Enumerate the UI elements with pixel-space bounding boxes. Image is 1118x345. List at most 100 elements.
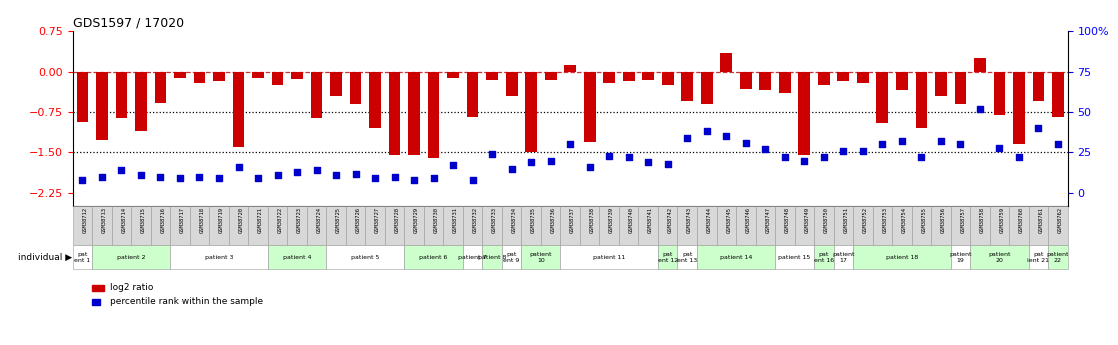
Bar: [193, 71, 206, 83]
Text: GSM38756: GSM38756: [941, 207, 946, 233]
Text: GSM38726: GSM38726: [356, 207, 361, 233]
Bar: [345, 206, 366, 245]
Point: [483, 151, 501, 157]
Bar: [795, 206, 814, 245]
Bar: [814, 245, 834, 269]
Text: GSM38724: GSM38724: [316, 207, 322, 233]
Bar: [989, 206, 1010, 245]
Bar: [970, 245, 1029, 269]
Bar: [366, 206, 385, 245]
Point: [1030, 126, 1048, 131]
Bar: [565, 65, 576, 71]
Bar: [272, 71, 283, 85]
Point: [328, 172, 345, 178]
Bar: [678, 245, 697, 269]
Bar: [92, 299, 101, 305]
Text: GSM38717: GSM38717: [180, 207, 184, 233]
Bar: [837, 71, 850, 81]
Point: [757, 147, 775, 152]
Bar: [580, 206, 599, 245]
Bar: [131, 206, 151, 245]
Bar: [818, 71, 830, 85]
Bar: [584, 71, 596, 142]
Point: [1010, 155, 1027, 160]
Point: [405, 177, 423, 183]
Bar: [834, 245, 853, 269]
Bar: [233, 71, 245, 147]
Bar: [623, 71, 635, 81]
Bar: [428, 71, 439, 158]
Point: [249, 176, 267, 181]
Point: [503, 166, 521, 171]
Text: GSM38721: GSM38721: [258, 207, 263, 233]
Text: GSM38746: GSM38746: [746, 207, 751, 233]
Point: [268, 172, 286, 178]
Point: [113, 168, 131, 173]
Text: log2 ratio: log2 ratio: [110, 283, 153, 293]
Bar: [834, 206, 853, 245]
Point: [132, 172, 150, 178]
Text: pat
ent 1: pat ent 1: [74, 252, 91, 263]
Bar: [560, 245, 659, 269]
Bar: [853, 245, 950, 269]
Point: [522, 159, 540, 165]
Text: GSM38718: GSM38718: [199, 207, 205, 233]
Bar: [638, 206, 659, 245]
Bar: [697, 206, 717, 245]
Bar: [521, 206, 541, 245]
Point: [854, 148, 872, 154]
Bar: [911, 206, 931, 245]
Bar: [326, 245, 405, 269]
Text: GSM38757: GSM38757: [960, 207, 965, 233]
Text: GSM38734: GSM38734: [512, 207, 517, 233]
Bar: [916, 71, 927, 128]
Text: GSM38758: GSM38758: [979, 207, 985, 233]
Bar: [92, 245, 170, 269]
Bar: [170, 245, 268, 269]
Bar: [892, 206, 911, 245]
Text: GSM38743: GSM38743: [688, 207, 692, 233]
Bar: [935, 71, 947, 96]
Text: patient 4: patient 4: [283, 255, 311, 260]
Text: patient 2: patient 2: [117, 255, 145, 260]
Bar: [502, 206, 521, 245]
Bar: [268, 245, 326, 269]
Point: [190, 174, 208, 179]
Bar: [740, 71, 751, 89]
Bar: [502, 245, 521, 269]
Text: patient 18: patient 18: [885, 255, 918, 260]
Bar: [214, 71, 225, 81]
Bar: [697, 245, 775, 269]
Bar: [209, 206, 229, 245]
Bar: [151, 206, 170, 245]
Bar: [291, 71, 303, 79]
Bar: [174, 71, 186, 78]
Bar: [950, 206, 970, 245]
Bar: [1049, 206, 1068, 245]
Bar: [779, 71, 790, 93]
Bar: [1010, 206, 1029, 245]
Text: GSM38744: GSM38744: [707, 207, 712, 233]
Bar: [326, 206, 345, 245]
Bar: [268, 206, 287, 245]
Bar: [717, 206, 736, 245]
Text: GSM38739: GSM38739: [609, 207, 614, 233]
Text: patient 3: patient 3: [205, 255, 234, 260]
Bar: [853, 206, 872, 245]
Point: [873, 142, 891, 147]
Point: [893, 138, 911, 144]
Bar: [92, 206, 112, 245]
Text: GSM38736: GSM38736: [551, 207, 556, 233]
Text: GSM38747: GSM38747: [766, 207, 770, 233]
Bar: [482, 206, 502, 245]
Text: patient
17: patient 17: [832, 252, 854, 263]
Bar: [541, 206, 560, 245]
Bar: [1049, 245, 1068, 269]
Text: pat
ent 12: pat ent 12: [657, 252, 678, 263]
Text: GSM38731: GSM38731: [453, 207, 458, 233]
Point: [991, 145, 1008, 150]
Point: [464, 177, 482, 183]
Text: GSM38728: GSM38728: [395, 207, 399, 233]
Bar: [444, 206, 463, 245]
Bar: [369, 71, 381, 128]
